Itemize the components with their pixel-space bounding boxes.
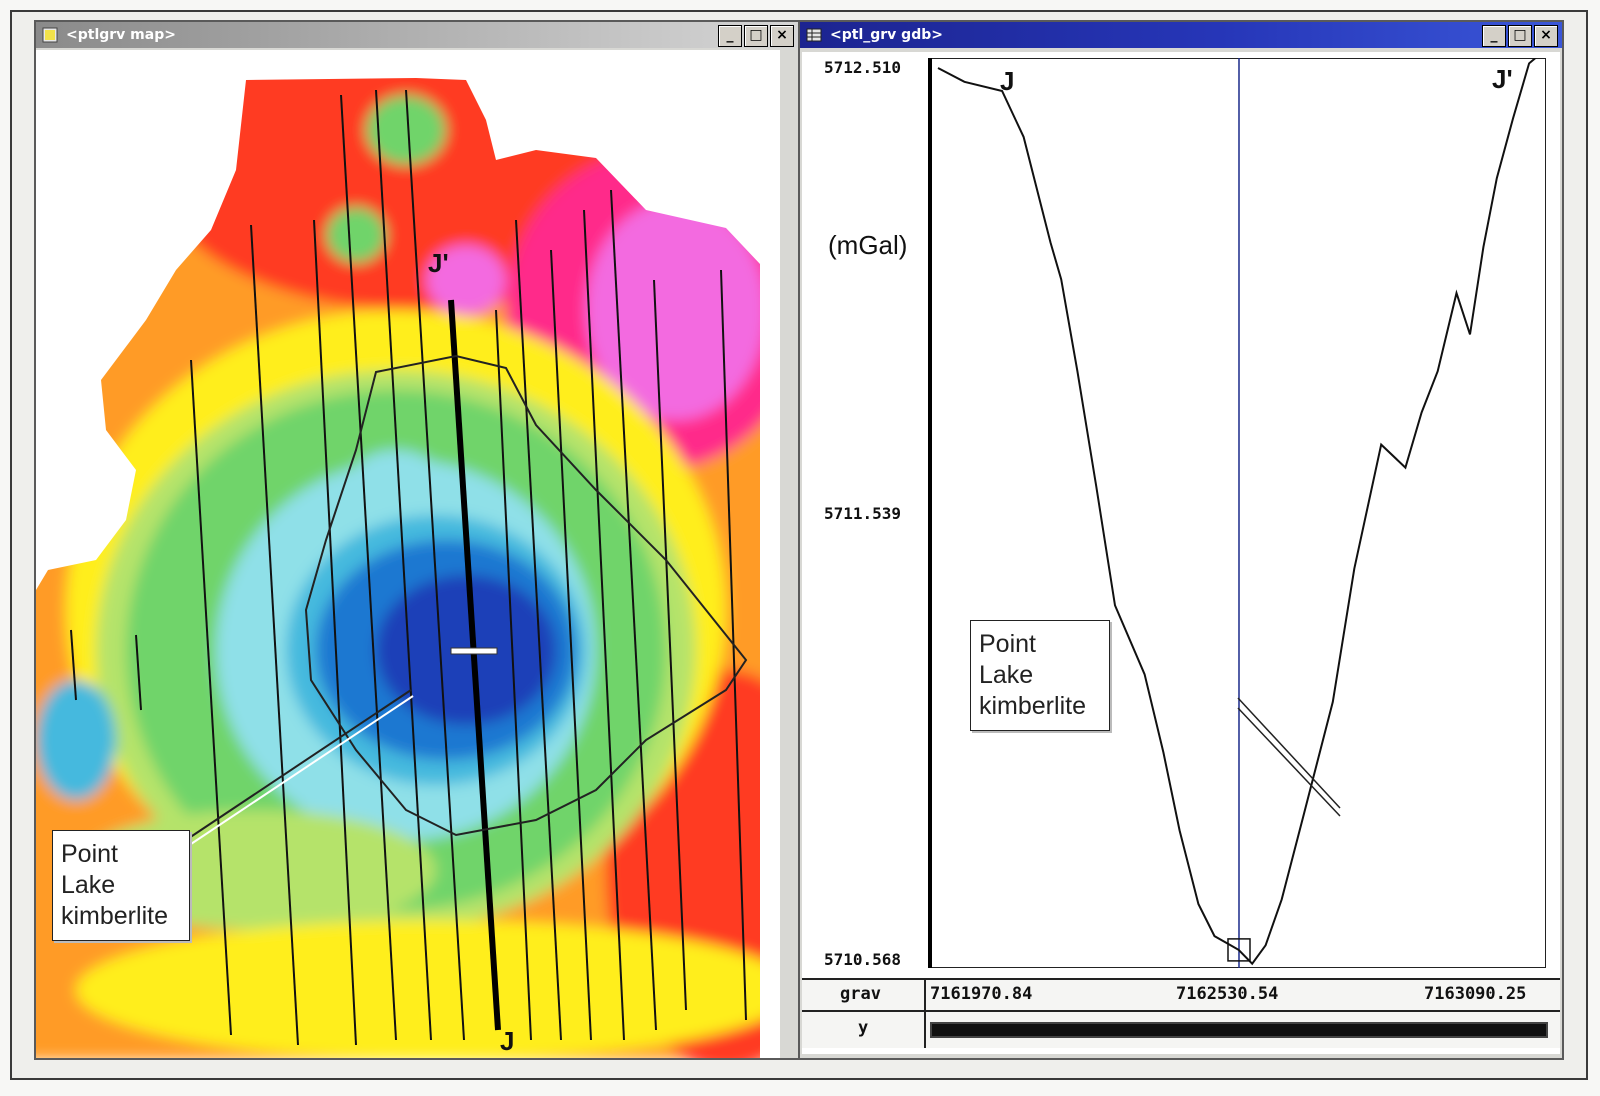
- map-window-icon: [42, 27, 58, 43]
- profile-chart[interactable]: [928, 58, 1546, 968]
- map-window-title: <ptlgrv map>: [66, 27, 176, 43]
- map-window: <ptlgrv map> _ □ ×: [34, 20, 800, 1060]
- gravity-profile-line: [937, 58, 1538, 966]
- callout-leader-2: [1237, 707, 1341, 817]
- close-button[interactable]: ×: [1534, 25, 1558, 47]
- y-axis-row: y: [802, 1010, 1560, 1048]
- gravity-map-canvas[interactable]: J' J Point Lake kimberlite: [36, 50, 780, 1058]
- profile-end-label-map: J': [428, 248, 449, 278]
- screen-frame: <ptlgrv map> _ □ ×: [10, 10, 1588, 1080]
- map-window-controls: _ □ ×: [718, 25, 794, 47]
- y-tick-mid: 5711.539: [824, 504, 902, 523]
- x-value-left: 7161970.84: [930, 984, 1033, 1004]
- profile-window-titlebar[interactable]: <ptl_grv gdb> _ □ ×: [800, 22, 1562, 48]
- profile-window: <ptl_grv gdb> _ □ × 5712.510 (mGal) 5711…: [798, 20, 1564, 1060]
- profile-start-label: J: [1000, 66, 1015, 96]
- y-tick-bottom: 5710.568: [824, 950, 902, 969]
- map-window-titlebar[interactable]: <ptlgrv map> _ □ ×: [36, 22, 798, 48]
- minimize-button[interactable]: _: [1482, 25, 1506, 47]
- y-axis-label: y: [858, 1018, 869, 1038]
- gravity-map-image: [36, 78, 760, 1058]
- callout-leader-1: [1237, 697, 1341, 809]
- kimberlite-outline: [304, 354, 748, 837]
- database-icon: [806, 28, 822, 42]
- x-value-center: 7162530.54: [1176, 984, 1279, 1004]
- profile-cursor-box: [1227, 938, 1251, 962]
- x-axis-row: grav 7161970.84 7162530.54 7163090.25: [802, 978, 1560, 1010]
- profile-window-controls: _ □ ×: [1482, 25, 1558, 47]
- profile-window-title: <ptl_grv gdb>: [830, 27, 943, 43]
- map-callout-box: Point Lake kimberlite: [52, 830, 190, 941]
- profile-end-label: J': [1492, 64, 1513, 94]
- close-button[interactable]: ×: [770, 25, 794, 47]
- profile-start-label-map: J: [500, 1026, 515, 1056]
- unit-label: (mGal): [828, 230, 908, 260]
- horizontal-scrollbar[interactable]: [930, 1022, 1548, 1038]
- y-tick-top: 5712.510: [824, 58, 902, 77]
- profile-panel: 5712.510 (mGal) 5711.539 5710.568 J J' P…: [802, 52, 1560, 1054]
- minimize-button[interactable]: _: [718, 25, 742, 47]
- maximize-button[interactable]: □: [1508, 25, 1532, 47]
- maximize-button[interactable]: □: [744, 25, 768, 47]
- x-value-right: 7163090.25: [1424, 984, 1527, 1004]
- profile-line: [448, 299, 501, 1031]
- profile-callout-box: Point Lake kimberlite: [970, 620, 1110, 731]
- channel-label: grav: [840, 984, 881, 1004]
